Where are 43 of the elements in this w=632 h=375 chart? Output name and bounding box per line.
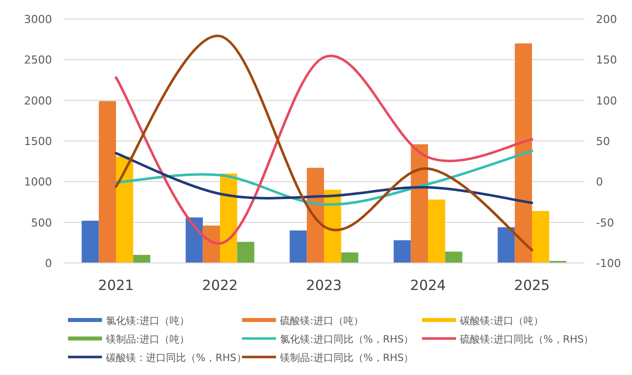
y2-tick-label: 150 (596, 54, 617, 67)
bar (98, 101, 116, 263)
legend-label: 碳酸镁：进口同比（%，RHS） (105, 352, 246, 364)
y2-tick-label: 0 (596, 176, 603, 189)
y2-tick-label: -100 (596, 257, 621, 270)
bar (116, 156, 134, 263)
bar (394, 240, 411, 263)
y2-tick-label: 50 (596, 135, 610, 148)
y-tick-label: 2000 (24, 94, 52, 108)
bar (445, 252, 462, 263)
x-tick-label: 2022 (202, 278, 238, 294)
y-tick-label: 0 (45, 257, 52, 270)
y-tick-label: 1000 (24, 176, 52, 189)
legend-label: 镁制品:进口同比（%，RHS） (279, 352, 414, 364)
bar (82, 220, 99, 263)
bar (532, 210, 550, 263)
bar (202, 226, 220, 263)
x-tick-label: 2024 (410, 278, 446, 294)
legend-label: 镁制品:进口（吨） (105, 334, 190, 346)
legend-label: 氯化镁:进口同比（%，RHS） (280, 334, 414, 346)
y2-tick-label: 100 (596, 94, 617, 108)
legend-label: 硫酸镁:进口同比（%，RHS） (460, 334, 594, 346)
bar (428, 200, 446, 263)
y-tick-label: 500 (31, 216, 52, 230)
y-tick-label: 3000 (24, 13, 52, 26)
x-tick-label: 2025 (514, 278, 550, 294)
bar (341, 252, 358, 263)
y-tick-label: 2500 (24, 54, 52, 67)
bar (498, 227, 515, 263)
x-tick-label: 2023 (306, 278, 342, 294)
bar (237, 242, 254, 263)
bar (410, 144, 428, 263)
legend-label: 碳酸镁:进口（吨） (459, 315, 544, 327)
bar (186, 217, 203, 263)
y2-tick-label: -50 (596, 216, 614, 230)
legend-label: 氯化镁:进口（吨） (106, 315, 190, 327)
bar (290, 230, 307, 263)
bar (133, 254, 150, 263)
bar (514, 43, 532, 263)
legend-label: 硫酸镁:进口（吨） (280, 315, 364, 327)
x-tick-label: 2021 (98, 278, 134, 294)
y2-tick-label: 200 (596, 13, 617, 26)
y-tick-label: 1500 (24, 135, 52, 148)
